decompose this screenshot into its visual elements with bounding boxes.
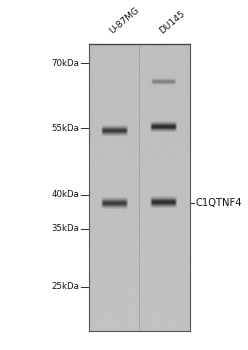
Text: DU145: DU145	[157, 9, 186, 36]
Text: 55kDa: 55kDa	[51, 124, 79, 133]
Text: 25kDa: 25kDa	[51, 282, 79, 291]
Text: C1QTNF4: C1QTNF4	[195, 198, 242, 208]
Text: 70kDa: 70kDa	[51, 58, 79, 68]
Bar	[89, 44, 190, 331]
Text: U-87MG: U-87MG	[108, 6, 141, 36]
Text: 40kDa: 40kDa	[51, 190, 79, 199]
Text: 35kDa: 35kDa	[51, 224, 79, 233]
